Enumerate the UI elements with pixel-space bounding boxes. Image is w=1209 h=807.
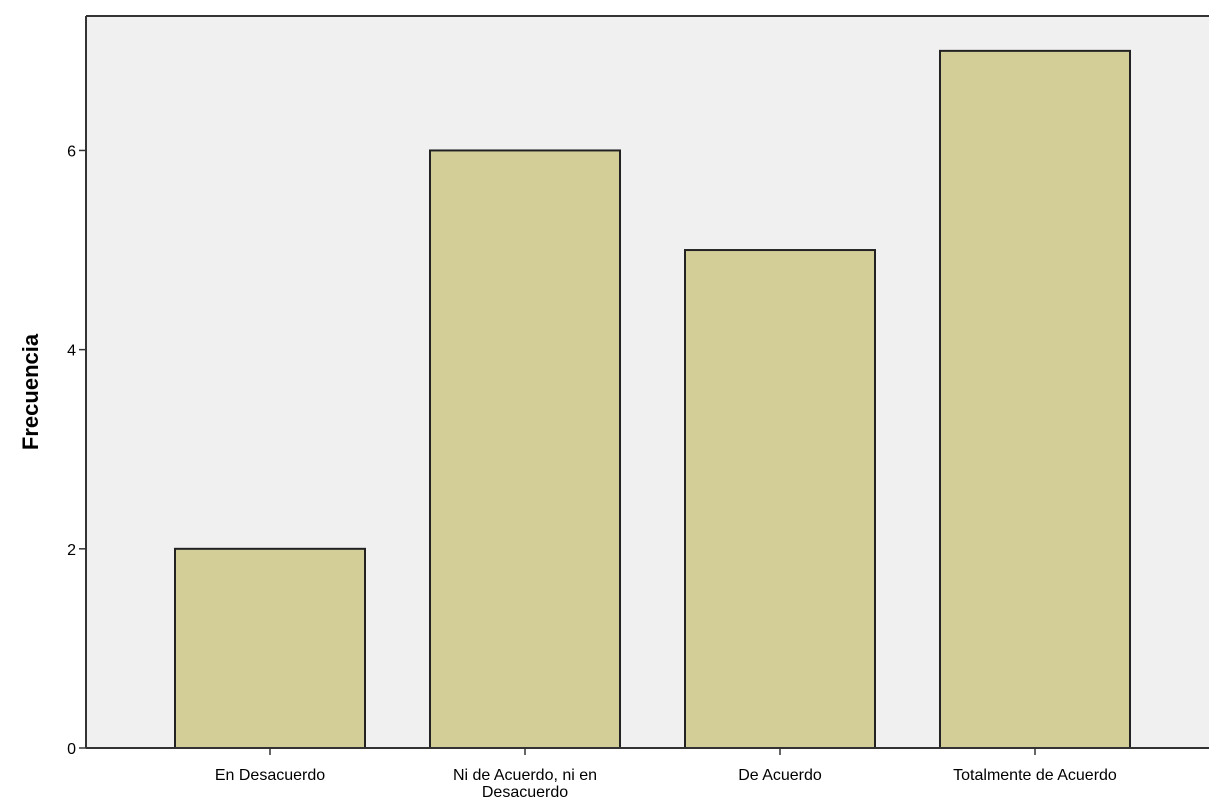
y-ticks-group: 0 2 4 6 xyxy=(67,143,86,758)
x-ticks-group: En Desacuerdo Ni de Acuerdo, ni enDesacue… xyxy=(215,748,1117,801)
bar xyxy=(174,547,366,750)
x-tick-label: Desacuerdo xyxy=(482,784,568,801)
y-tick-label: 2 xyxy=(67,542,76,559)
y-tick-label: 6 xyxy=(67,143,76,160)
x-tick-label: En Desacuerdo xyxy=(215,767,325,784)
y-tick-label: 4 xyxy=(67,343,76,360)
bar xyxy=(684,249,876,750)
y-axis-title: Frecuencia xyxy=(18,333,43,450)
bar xyxy=(939,49,1131,750)
bars-group xyxy=(174,49,1131,750)
x-tick-label: Totalmente de Acuerdo xyxy=(953,767,1117,784)
bar xyxy=(429,149,621,749)
x-tick-label: De Acuerdo xyxy=(738,767,822,784)
y-tick-label: 0 xyxy=(67,741,76,758)
x-tick-label: Ni de Acuerdo, ni en xyxy=(453,767,597,784)
